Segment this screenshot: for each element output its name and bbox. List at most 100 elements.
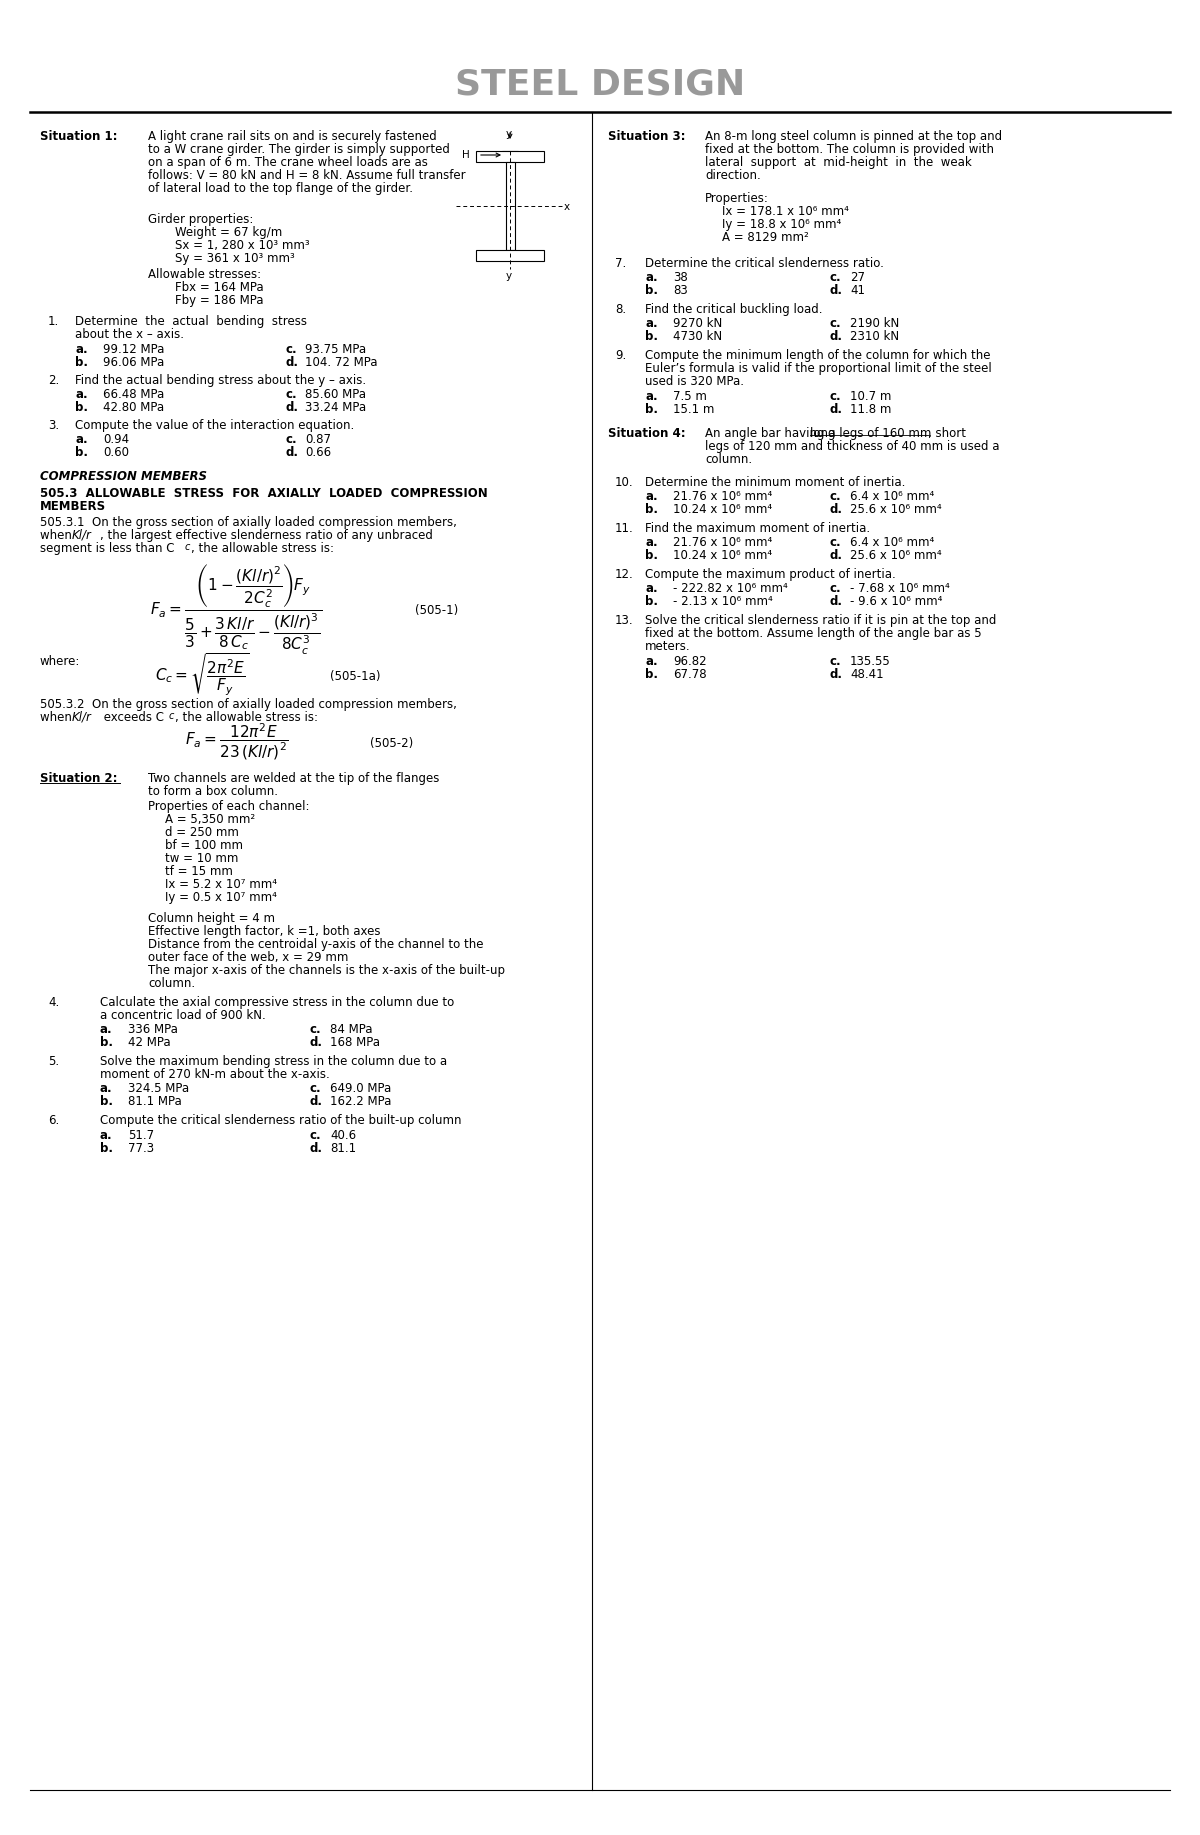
Text: a.: a.	[74, 343, 88, 356]
Bar	[476, 150, 544, 161]
Text: c.: c.	[310, 1083, 322, 1095]
Text: d.: d.	[286, 446, 298, 459]
Text: 10.: 10.	[616, 475, 634, 488]
Text: c.: c.	[830, 490, 841, 503]
Text: b.: b.	[646, 284, 658, 297]
Text: H: H	[462, 150, 469, 160]
Text: , short: , short	[928, 428, 966, 440]
Text: outer face of the web, x = 29 mm: outer face of the web, x = 29 mm	[148, 951, 348, 963]
Text: 81.1 MPa: 81.1 MPa	[128, 1095, 181, 1108]
Text: Properties of each channel:: Properties of each channel:	[148, 800, 310, 813]
Text: $\boldsymbol{F_a} = \dfrac{\left(1-\dfrac{(Kl/r)^2}{2C_c^2}\right)F_y}{\dfrac{5}: $\boldsymbol{F_a} = \dfrac{\left(1-\dfra…	[150, 563, 322, 657]
Text: A light crane rail sits on and is securely fastened: A light crane rail sits on and is secure…	[148, 130, 437, 143]
Text: 8.: 8.	[616, 303, 626, 316]
Text: 135.55: 135.55	[850, 655, 890, 668]
Text: Weight = 67 kg/m: Weight = 67 kg/m	[175, 226, 282, 239]
Text: a.: a.	[646, 317, 658, 330]
Text: d.: d.	[286, 402, 298, 415]
Text: a.: a.	[74, 433, 88, 446]
Text: 324.5 MPa: 324.5 MPa	[128, 1083, 190, 1095]
Text: b.: b.	[646, 330, 658, 343]
Bar	[506, 161, 515, 250]
Text: a concentric load of 900 kN.: a concentric load of 900 kN.	[100, 1009, 265, 1022]
Text: 11.: 11.	[616, 521, 634, 536]
Text: where:: where:	[40, 655, 80, 668]
Text: to a W crane girder. The girder is simply supported: to a W crane girder. The girder is simpl…	[148, 143, 450, 156]
Text: long legs of 160 mm: long legs of 160 mm	[810, 428, 931, 440]
Text: 9.: 9.	[616, 349, 626, 361]
Text: 2190 kN: 2190 kN	[850, 317, 899, 330]
Text: Distance from the centroidal y-axis of the channel to the: Distance from the centroidal y-axis of t…	[148, 938, 484, 951]
Text: 2.: 2.	[48, 374, 59, 387]
Text: meters.: meters.	[646, 640, 691, 653]
Text: 41: 41	[850, 284, 865, 297]
Bar	[502, 150, 518, 160]
Text: 6.: 6.	[48, 1114, 59, 1127]
Text: 67.78: 67.78	[673, 668, 707, 681]
Text: b.: b.	[646, 549, 658, 562]
Text: c: c	[185, 541, 191, 552]
Text: Solve the critical slenderness ratio if it is pin at the top and: Solve the critical slenderness ratio if …	[646, 615, 996, 628]
Text: 93.75 MPa: 93.75 MPa	[305, 343, 366, 356]
Text: Allowable stresses:: Allowable stresses:	[148, 268, 262, 281]
Text: b.: b.	[74, 446, 88, 459]
Text: used is 320 MPa.: used is 320 MPa.	[646, 374, 744, 387]
Text: when: when	[40, 528, 76, 541]
Text: d.: d.	[830, 503, 842, 516]
Text: 505.3.2  On the gross section of axially loaded compression members,: 505.3.2 On the gross section of axially …	[40, 697, 457, 710]
Text: 4.: 4.	[48, 996, 59, 1009]
Text: legs of 120 mm and thickness of 40 mm is used a: legs of 120 mm and thickness of 40 mm is…	[706, 440, 1000, 453]
Text: a.: a.	[100, 1083, 113, 1095]
Text: d.: d.	[310, 1095, 323, 1108]
Text: d.: d.	[830, 595, 842, 607]
Text: b.: b.	[646, 503, 658, 516]
Text: 42 MPa: 42 MPa	[128, 1037, 170, 1050]
Text: column.: column.	[706, 453, 752, 466]
Text: column.: column.	[148, 976, 196, 991]
Text: moment of 270 kN-m about the x-axis.: moment of 270 kN-m about the x-axis.	[100, 1068, 330, 1081]
Text: 104. 72 MPa: 104. 72 MPa	[305, 356, 378, 369]
Text: c.: c.	[286, 387, 296, 402]
Text: 27: 27	[850, 272, 865, 284]
Text: c.: c.	[830, 536, 841, 549]
Text: MEMBERS: MEMBERS	[40, 499, 106, 514]
Text: Find the maximum moment of inertia.: Find the maximum moment of inertia.	[646, 521, 870, 536]
Text: c.: c.	[830, 391, 841, 404]
Text: b.: b.	[74, 402, 88, 415]
Text: 10.24 x 10⁶ mm⁴: 10.24 x 10⁶ mm⁴	[673, 503, 772, 516]
Text: Determine the minimum moment of inertia.: Determine the minimum moment of inertia.	[646, 475, 905, 488]
Text: 6.4 x 10⁶ mm⁴: 6.4 x 10⁶ mm⁴	[850, 536, 935, 549]
Text: 0.94: 0.94	[103, 433, 130, 446]
Text: 7.5 m: 7.5 m	[673, 391, 707, 404]
Text: (505-1): (505-1)	[415, 604, 458, 617]
Text: 81.1: 81.1	[330, 1141, 356, 1154]
Text: d.: d.	[830, 404, 842, 417]
Text: d = 250 mm: d = 250 mm	[166, 826, 239, 839]
Text: Column height = 4 m: Column height = 4 m	[148, 912, 275, 925]
Text: d.: d.	[830, 330, 842, 343]
Text: b.: b.	[646, 404, 658, 417]
Text: a.: a.	[646, 490, 658, 503]
Text: d.: d.	[310, 1037, 323, 1050]
Text: a.: a.	[100, 1129, 113, 1141]
Text: 4730 kN: 4730 kN	[673, 330, 722, 343]
Text: y: y	[506, 128, 512, 139]
Text: Iy = 18.8 x 10⁶ mm⁴: Iy = 18.8 x 10⁶ mm⁴	[722, 218, 841, 231]
Text: 40.6: 40.6	[330, 1129, 356, 1141]
Text: fixed at the bottom. The column is provided with: fixed at the bottom. The column is provi…	[706, 143, 994, 156]
Text: A = 8129 mm²: A = 8129 mm²	[722, 231, 809, 244]
Text: Situation 3:: Situation 3:	[608, 130, 685, 143]
Text: 25.6 x 10⁶ mm⁴: 25.6 x 10⁶ mm⁴	[850, 549, 942, 562]
Text: 21.76 x 10⁶ mm⁴: 21.76 x 10⁶ mm⁴	[673, 536, 773, 549]
Text: on a span of 6 m. The crane wheel loads are as: on a span of 6 m. The crane wheel loads …	[148, 156, 428, 169]
Text: Situation 2:: Situation 2:	[40, 773, 118, 785]
Text: 6.4 x 10⁶ mm⁴: 6.4 x 10⁶ mm⁴	[850, 490, 935, 503]
Text: 13.: 13.	[616, 615, 634, 628]
Text: d.: d.	[830, 549, 842, 562]
Text: Two channels are welded at the tip of the flanges: Two channels are welded at the tip of th…	[148, 773, 439, 785]
Text: c.: c.	[310, 1022, 322, 1037]
Text: to form a box column.: to form a box column.	[148, 785, 278, 798]
Text: 1.: 1.	[48, 316, 59, 328]
Text: bf = 100 mm: bf = 100 mm	[166, 839, 242, 851]
Text: 21.76 x 10⁶ mm⁴: 21.76 x 10⁶ mm⁴	[673, 490, 773, 503]
